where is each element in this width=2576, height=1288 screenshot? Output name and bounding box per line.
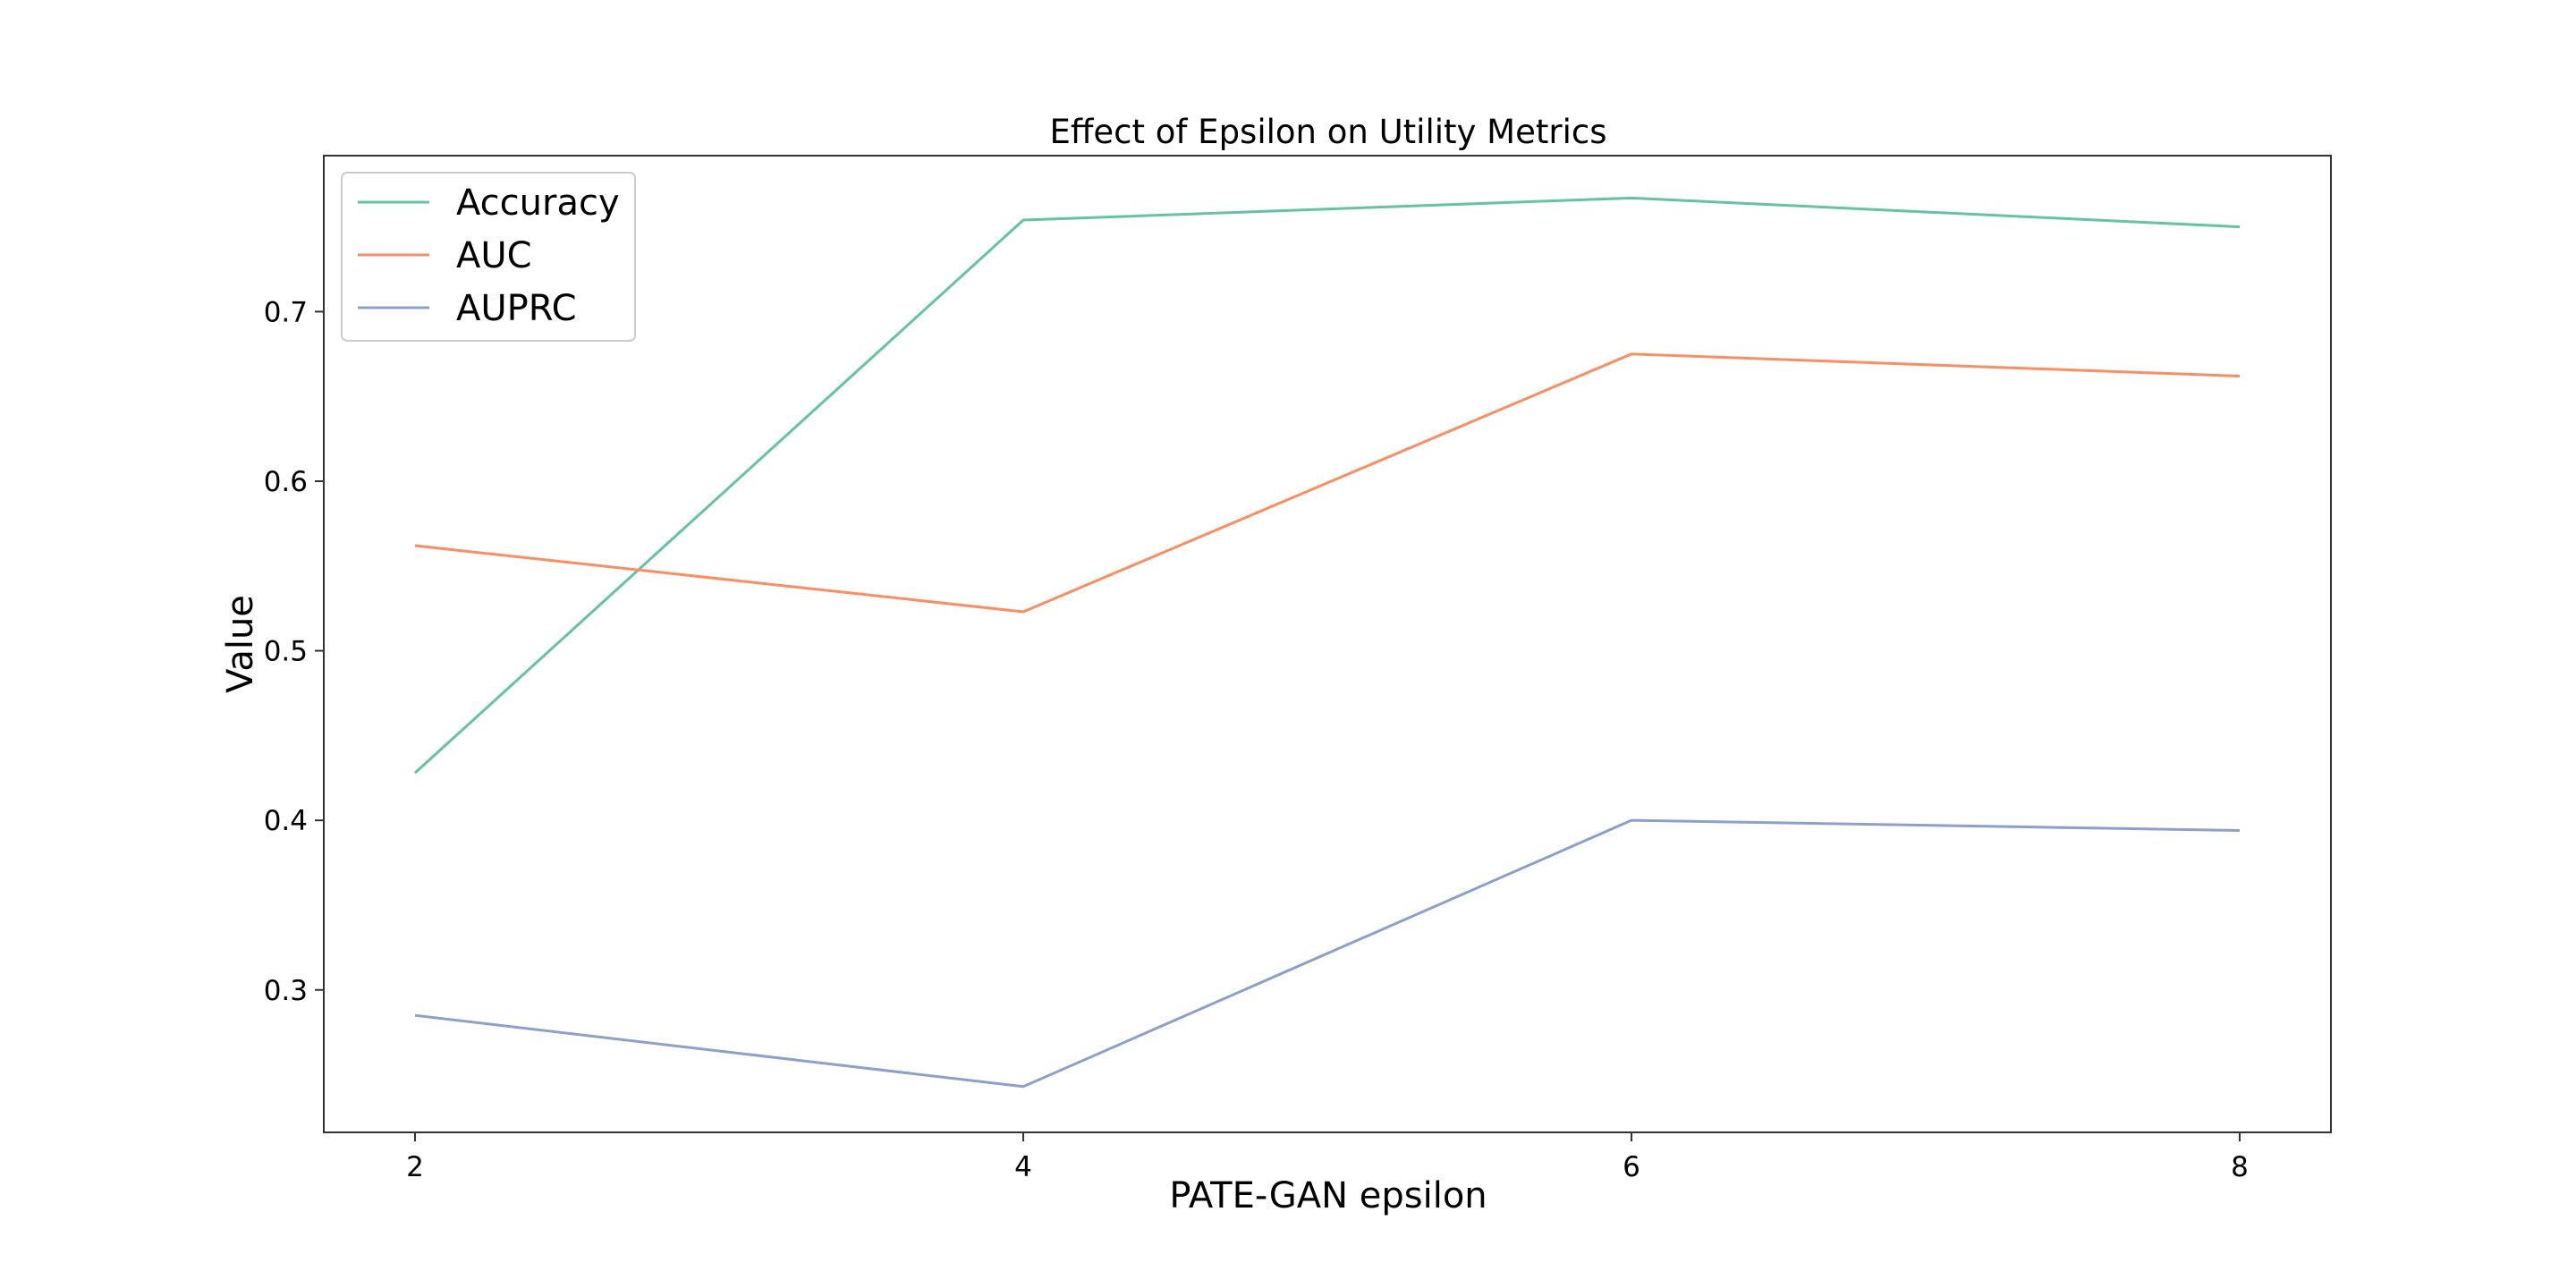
x-tick-label: 8 bbox=[2231, 1151, 2249, 1183]
y-axis-ticks: 0.3 0.4 0.5 0.6 0.7 bbox=[264, 296, 324, 1007]
axes-frame bbox=[323, 155, 2332, 1133]
series-line-auc bbox=[414, 352, 2241, 614]
x-tick-label: 4 bbox=[1014, 1151, 1032, 1183]
x-axis-ticks: 2 4 6 8 bbox=[406, 1132, 2249, 1183]
y-tick-label: 0.5 bbox=[264, 636, 308, 668]
legend-label-auprc: AUPRC bbox=[456, 288, 577, 329]
y-tick-label: 0.6 bbox=[264, 466, 308, 498]
plot-area bbox=[323, 155, 2332, 1133]
y-tick-label: 0.3 bbox=[264, 975, 308, 1007]
y-axis-label: Value bbox=[220, 595, 261, 693]
y-tick-label: 0.7 bbox=[264, 296, 308, 328]
legend-items: Accuracy AUC AUPRC bbox=[358, 182, 620, 329]
chart-title: Effect of Epsilon on Utility Metrics bbox=[1050, 113, 1607, 151]
y-tick-label: 0.4 bbox=[264, 805, 308, 837]
x-axis-label: PATE-GAN epsilon bbox=[1169, 1175, 1487, 1216]
series-line-accuracy bbox=[413, 196, 2241, 775]
series-line-auprc bbox=[414, 818, 2241, 1089]
legend-label-auc: AUC bbox=[456, 235, 532, 276]
x-tick-label: 6 bbox=[1623, 1151, 1640, 1183]
x-tick-label: 2 bbox=[406, 1151, 424, 1183]
series-layer bbox=[413, 196, 2241, 1089]
legend: Accuracy AUC AUPRC bbox=[341, 172, 636, 342]
legend-label-accuracy: Accuracy bbox=[456, 182, 620, 224]
legend-box bbox=[341, 172, 636, 342]
